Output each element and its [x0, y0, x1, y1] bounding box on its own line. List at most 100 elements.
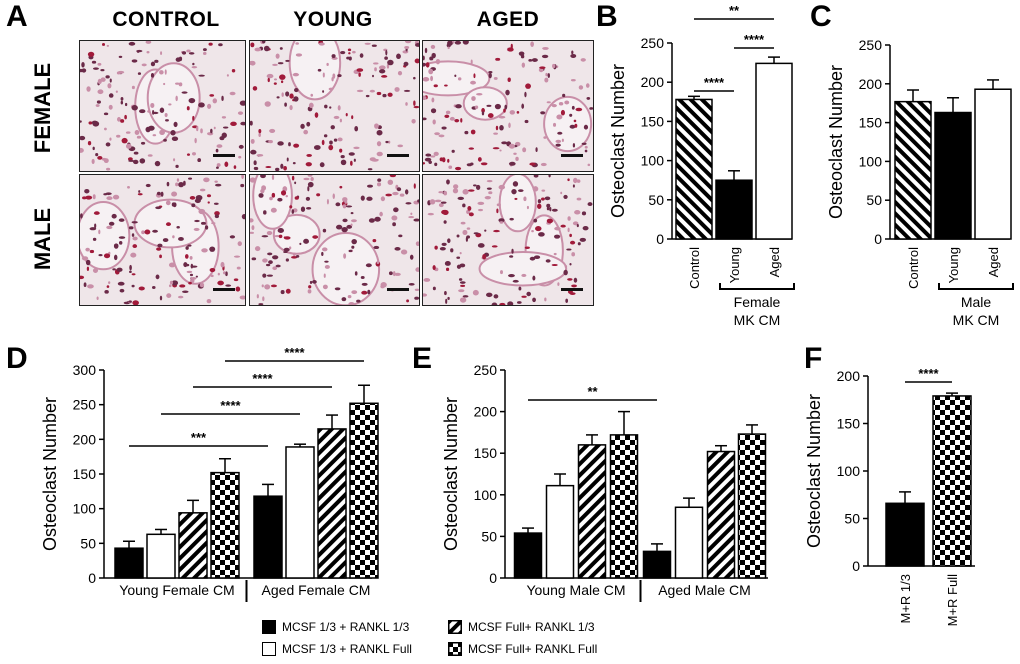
cell-nucleus — [267, 77, 270, 83]
cell-nucleus — [499, 221, 504, 224]
cell-nucleus — [233, 255, 241, 258]
cell-nucleus — [408, 283, 415, 286]
cell-nucleus — [141, 230, 145, 235]
bar — [894, 100, 932, 240]
cell-nucleus — [365, 263, 372, 268]
cell-nucleus — [81, 256, 89, 261]
cell-nucleus — [104, 127, 107, 131]
x-tick-label: Aged — [767, 247, 782, 277]
cell-nucleus — [178, 236, 184, 241]
cell-nucleus — [573, 119, 577, 123]
cell-nucleus — [277, 62, 284, 65]
cell-nucleus — [482, 253, 487, 260]
cell-nucleus — [258, 193, 264, 198]
cell-nucleus — [100, 77, 106, 82]
cell-nucleus — [476, 93, 483, 96]
cell-nucleus — [376, 129, 383, 136]
cell-nucleus — [554, 234, 561, 239]
cell-nucleus — [571, 252, 576, 257]
cell-nucleus — [518, 286, 522, 291]
cell-nucleus — [520, 54, 525, 59]
cell-nucleus — [209, 94, 215, 97]
cell-nucleus — [278, 234, 283, 239]
cell-nucleus — [478, 208, 484, 212]
cell-nucleus — [484, 229, 487, 232]
cell-nucleus — [93, 67, 99, 70]
panel-label-c: C — [810, 0, 832, 33]
x-tick-label: Control — [687, 247, 702, 289]
cell-nucleus — [185, 246, 189, 250]
cell-nucleus — [434, 162, 438, 167]
cell-nucleus — [299, 242, 302, 245]
cell-nucleus — [487, 113, 494, 119]
cell-nucleus — [261, 284, 264, 288]
cell-nucleus — [277, 141, 284, 146]
cell-nucleus — [152, 285, 156, 289]
cell-nucleus — [340, 154, 345, 159]
osteoclast-cell — [288, 41, 342, 101]
cell-nucleus — [303, 238, 310, 244]
cell-nucleus — [445, 110, 451, 115]
cell-nucleus — [160, 51, 163, 55]
cell-nucleus — [400, 249, 408, 255]
cell-nucleus — [505, 89, 510, 96]
cell-nucleus — [303, 129, 309, 135]
cell-nucleus — [583, 124, 589, 130]
cell-nucleus — [496, 208, 499, 214]
bar — [885, 502, 925, 567]
cell-nucleus — [293, 96, 299, 102]
x-tick-label: Aged — [986, 247, 1001, 277]
cell-nucleus — [279, 74, 286, 80]
cell-nucleus — [204, 225, 209, 230]
cell-nucleus — [433, 151, 439, 156]
significance-label: ** — [587, 384, 598, 399]
cell-nucleus — [200, 128, 203, 134]
cell-nucleus — [309, 280, 313, 284]
cell-nucleus — [169, 280, 174, 285]
cell-nucleus — [532, 297, 536, 303]
cell-nucleus — [565, 298, 569, 303]
osteoclast-cell — [478, 250, 568, 287]
cell-nucleus — [468, 212, 474, 217]
cell-nucleus — [379, 211, 383, 217]
cell-nucleus — [350, 211, 354, 215]
bar — [210, 471, 240, 579]
cell-nucleus — [499, 302, 506, 305]
column-title-young: YOUNG — [293, 8, 373, 31]
cell-nucleus — [116, 267, 123, 272]
cell-nucleus — [425, 62, 430, 68]
micrograph-female-aged — [422, 40, 594, 172]
group-label: MK CM — [953, 312, 1000, 328]
cell-nucleus — [189, 196, 196, 200]
cell-nucleus — [240, 121, 245, 126]
cell-nucleus — [353, 158, 356, 162]
cell-nucleus — [103, 112, 109, 116]
cell-nucleus — [460, 284, 466, 288]
cell-nucleus — [118, 218, 125, 222]
cell-nucleus — [533, 218, 538, 223]
cell-nucleus — [339, 148, 343, 153]
group-label: Young Male CM — [526, 582, 625, 598]
cell-nucleus — [116, 71, 121, 75]
cell-nucleus — [213, 126, 216, 130]
cell-nucleus — [306, 153, 312, 157]
cell-nucleus — [499, 125, 504, 131]
cell-nucleus — [159, 107, 165, 113]
cell-nucleus — [292, 161, 296, 165]
cell-nucleus — [95, 152, 99, 157]
cell-nucleus — [128, 41, 136, 46]
cell-nucleus — [222, 126, 229, 129]
cell-nucleus — [105, 142, 111, 147]
cell-nucleus — [337, 74, 342, 78]
cell-nucleus — [405, 102, 408, 106]
cell-nucleus — [460, 221, 466, 225]
cell-nucleus — [106, 196, 113, 201]
cell-nucleus — [533, 175, 539, 178]
cell-nucleus — [432, 265, 436, 271]
micrograph-female-control — [79, 40, 246, 172]
cell-nucleus — [551, 263, 558, 267]
cell-nucleus — [116, 134, 121, 138]
cell-nucleus — [294, 87, 299, 93]
cell-nucleus — [124, 102, 128, 107]
cell-nucleus — [448, 165, 453, 169]
